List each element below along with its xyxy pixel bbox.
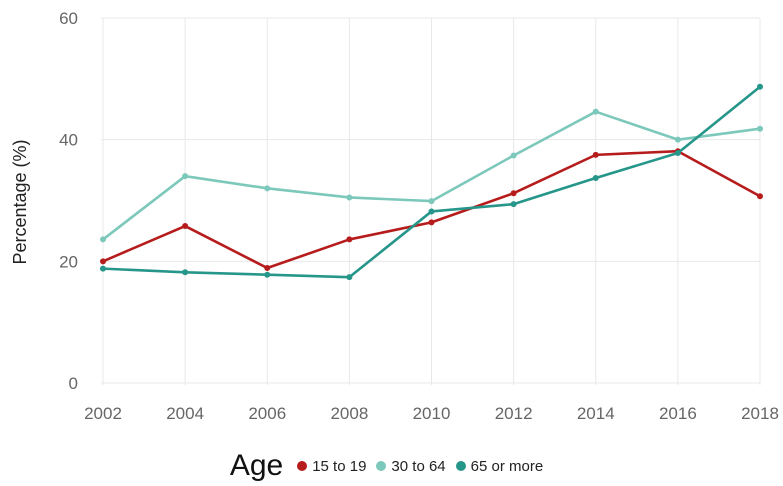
x-tick-label-2006: 2006 <box>248 404 286 423</box>
y-tick-label-20: 20 <box>59 252 78 271</box>
data-point-65-or-more-2016 <box>674 150 681 157</box>
data-point-65-or-more-2012 <box>510 201 517 208</box>
data-point-15-to-19-2010 <box>428 219 435 226</box>
legend-marker-15-to-19 <box>297 461 308 471</box>
legend-label-30-to-64: 30 to 64 <box>391 457 446 475</box>
data-point-30-to-64-2014 <box>592 108 599 115</box>
legend-item-30-to-64: 30 to 64 <box>376 458 449 475</box>
data-point-15-to-19-2012 <box>510 190 517 197</box>
data-point-30-to-64-2008 <box>346 194 353 201</box>
legend-item-15-to-19: 15 to 19 <box>297 458 370 475</box>
data-point-15-to-19-2018 <box>757 193 763 200</box>
data-point-65-or-more-2006 <box>264 271 271 278</box>
data-point-65-or-more-2014 <box>592 174 599 181</box>
y-tick-label-40: 40 <box>59 131 78 150</box>
data-point-15-to-19-2004 <box>182 223 189 230</box>
legend-marker-30-to-64 <box>376 461 387 471</box>
data-point-30-to-64-2010 <box>428 198 435 205</box>
y-axis-ticks: 0 20 40 60 <box>59 9 78 393</box>
data-point-30-to-64-2018 <box>757 125 763 132</box>
data-point-30-to-64-2012 <box>510 152 517 159</box>
x-tick-label-2002: 2002 <box>84 404 122 423</box>
data-point-15-to-19-2006 <box>264 265 271 272</box>
data-point-65-or-more-2004 <box>182 269 189 276</box>
y-axis-label: Percentage (%) <box>10 139 30 264</box>
x-tick-label-2008: 2008 <box>330 404 368 423</box>
legend-label-15-to-19: 15 to 19 <box>312 457 367 475</box>
data-point-15-to-19-2002 <box>100 258 106 265</box>
data-point-30-to-64-2002 <box>100 236 106 243</box>
data-point-30-to-64-2006 <box>264 185 271 192</box>
x-tick-label-2014: 2014 <box>577 404 615 423</box>
series-group <box>100 83 763 281</box>
x-tick-label-2016: 2016 <box>659 404 697 423</box>
data-point-65-or-more-2008 <box>346 274 353 281</box>
data-point-65-or-more-2002 <box>100 265 106 272</box>
data-point-65-or-more-2018 <box>757 83 763 90</box>
data-point-30-to-64-2004 <box>182 173 189 180</box>
y-tick-label-60: 60 <box>59 9 78 28</box>
x-tick-label-2004: 2004 <box>166 404 204 423</box>
legend-marker-65-or-more <box>455 461 466 471</box>
data-point-15-to-19-2014 <box>592 151 599 158</box>
legend-label-65-or-more: 65 or more <box>470 457 544 475</box>
x-tick-label-2018: 2018 <box>741 404 779 423</box>
x-tick-label-2010: 2010 <box>413 404 451 423</box>
y-tick-label-0: 0 <box>69 374 78 393</box>
grid <box>101 17 761 385</box>
data-point-15-to-19-2008 <box>346 236 353 243</box>
data-point-65-or-more-2010 <box>428 208 435 215</box>
data-point-30-to-64-2016 <box>674 136 681 143</box>
legend-title: Age <box>229 449 284 482</box>
x-axis-ticks: 2002 2004 2006 2008 2010 2012 2014 2016 2018 <box>84 404 779 423</box>
legend-item-65-or-more: 65 or more <box>455 457 548 475</box>
x-tick-label-2012: 2012 <box>495 404 533 423</box>
legend: Age 15 to 19 30 to 64 65 or more <box>0 446 783 486</box>
